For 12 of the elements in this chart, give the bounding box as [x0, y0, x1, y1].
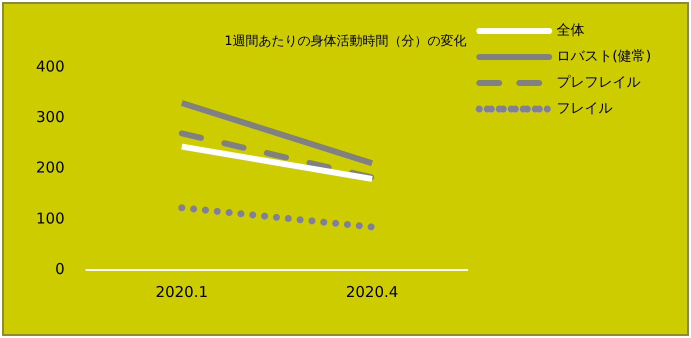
legend-label: プレフレイル: [556, 74, 640, 91]
legend-label: 全体: [556, 22, 584, 39]
x-tick-label: 2020.1: [156, 282, 208, 301]
y-tick-label: 200: [36, 158, 65, 177]
legend-label: ロバスト(健常): [556, 48, 652, 65]
y-tick-label: 100: [36, 209, 65, 228]
y-tick-label: 0: [55, 260, 65, 278]
legend-label: フレイル: [556, 100, 612, 117]
y-tick-label: 300: [36, 108, 65, 126]
x-tick-label: 2020.4: [346, 282, 398, 301]
y-tick-label: 400: [36, 57, 65, 76]
chart-title: 1週間あたりの身体活動時間（分）の変化: [224, 33, 467, 50]
